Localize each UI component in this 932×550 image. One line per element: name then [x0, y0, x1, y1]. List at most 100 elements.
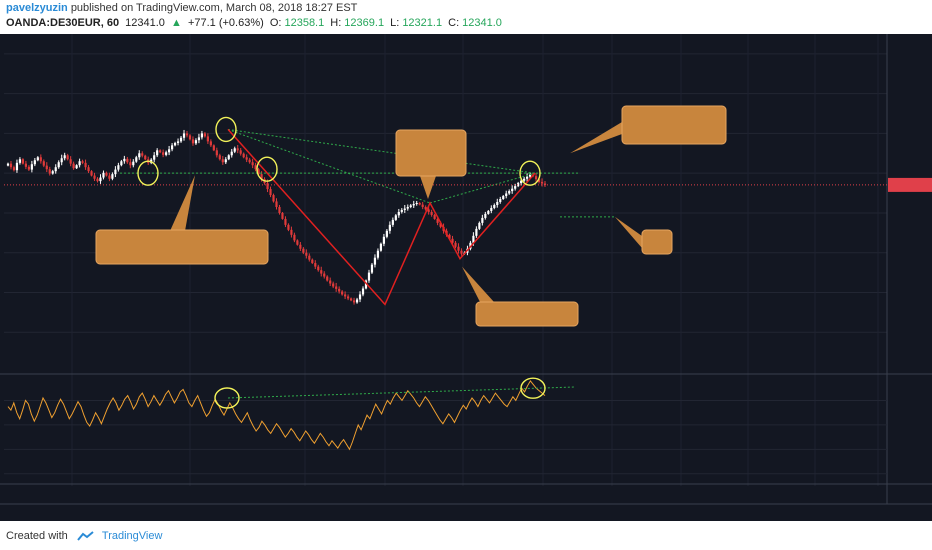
- close-label: C:: [448, 17, 460, 29]
- candle-body: [296, 240, 299, 245]
- candle-body: [48, 169, 51, 174]
- candle-body: [239, 150, 242, 154]
- created-with-label: Created with: [6, 530, 68, 542]
- candle-body: [12, 167, 16, 171]
- candle-body: [421, 204, 424, 207]
- candle-body: [257, 169, 260, 175]
- candle-body: [314, 263, 317, 267]
- candle-body: [403, 208, 406, 210]
- high-label: H:: [330, 17, 342, 29]
- candle-body: [448, 234, 451, 239]
- candle-body: [102, 172, 105, 178]
- candle-body: [347, 296, 350, 299]
- candle-body: [233, 148, 236, 152]
- candle-body: [203, 133, 206, 137]
- candle-body: [30, 164, 33, 170]
- publish-line: pavelzyuzin published on TradingView.com…: [6, 2, 357, 14]
- callout: [615, 216, 673, 255]
- chart-background: [0, 34, 932, 521]
- candle-body: [138, 153, 141, 158]
- candle-body: [520, 180, 523, 184]
- candle-body: [123, 158, 126, 162]
- candle-body: [33, 160, 36, 165]
- ohlc-line: OANDA:DE30EUR, 60 12341.0 ▲ +77.1 (+0.63…: [6, 17, 505, 29]
- candle-body: [170, 145, 174, 150]
- xabcd-pattern-line: [227, 128, 536, 306]
- candle-body: [287, 224, 290, 230]
- candle-body: [499, 199, 502, 203]
- rsi-highlight-circle: [214, 387, 240, 409]
- candle-body: [93, 175, 96, 179]
- candle-body: [293, 234, 296, 241]
- candle-body: [397, 211, 400, 216]
- author-link[interactable]: pavelzyuzin: [6, 2, 68, 14]
- candle-body: [454, 242, 457, 247]
- close-value: 12341.0: [462, 17, 502, 29]
- candle-body: [141, 153, 144, 156]
- rsi-highlight-circle: [520, 377, 546, 399]
- candle-body: [165, 152, 168, 155]
- candle-body: [230, 151, 233, 156]
- candle-body: [364, 280, 368, 289]
- candle-body: [537, 179, 541, 182]
- candle-body: [114, 169, 117, 175]
- candle-body: [344, 294, 347, 297]
- candle-body: [382, 236, 385, 244]
- candle-body: [370, 264, 374, 273]
- candle-body: [179, 137, 183, 142]
- candle-body: [308, 255, 311, 260]
- candle-body: [15, 162, 19, 171]
- candle-body: [299, 244, 302, 249]
- candle-body: [451, 238, 454, 243]
- candle-body: [129, 162, 132, 166]
- candle-body: [517, 183, 520, 187]
- candle-body: [409, 205, 412, 207]
- chart-canvas[interactable]: [0, 34, 932, 521]
- callout-pointer: [170, 175, 195, 231]
- highlight-circle: [256, 156, 278, 182]
- candle-body: [69, 159, 72, 164]
- candle-body: [514, 186, 517, 189]
- candle-body: [332, 283, 335, 287]
- candle-body: [478, 222, 481, 229]
- candle-body: [120, 161, 123, 166]
- candle-body: [72, 163, 75, 169]
- candle-body: [18, 159, 22, 163]
- candle-body: [320, 270, 323, 274]
- candle-body: [490, 207, 493, 211]
- candle-body: [144, 155, 147, 160]
- candle-body: [433, 214, 436, 219]
- open-label: O:: [269, 17, 282, 29]
- candle-body: [323, 273, 326, 277]
- callout: [462, 266, 579, 327]
- candle-body: [394, 215, 397, 220]
- candle-body: [221, 159, 224, 163]
- candle-body: [135, 157, 138, 162]
- candle-body: [376, 250, 380, 258]
- candle-body: [540, 181, 544, 184]
- callout-pointer: [420, 176, 436, 200]
- tradingview-brand-link[interactable]: TradingView: [101, 530, 163, 542]
- candle-body: [526, 176, 529, 179]
- candle-body: [36, 157, 39, 161]
- candle-body: [439, 222, 442, 227]
- candle-body: [21, 159, 25, 164]
- candle-body: [493, 204, 496, 208]
- candle-body: [42, 161, 45, 166]
- candle-body: [6, 163, 10, 166]
- candle-body: [197, 137, 201, 141]
- candle-body: [484, 213, 487, 218]
- callout-box: [395, 129, 467, 177]
- candle-body: [502, 196, 505, 200]
- chart-area[interactable]: [0, 34, 932, 521]
- candle-body: [206, 136, 209, 142]
- candle-body: [63, 155, 66, 159]
- footer: Created with TradingView: [6, 530, 162, 542]
- candle-body: [275, 201, 278, 207]
- candle-body: [388, 224, 391, 231]
- candle-body: [173, 142, 177, 146]
- candle-body: [254, 165, 257, 170]
- candle-body: [361, 288, 365, 295]
- candle-body: [260, 174, 263, 180]
- candle-body: [162, 152, 165, 155]
